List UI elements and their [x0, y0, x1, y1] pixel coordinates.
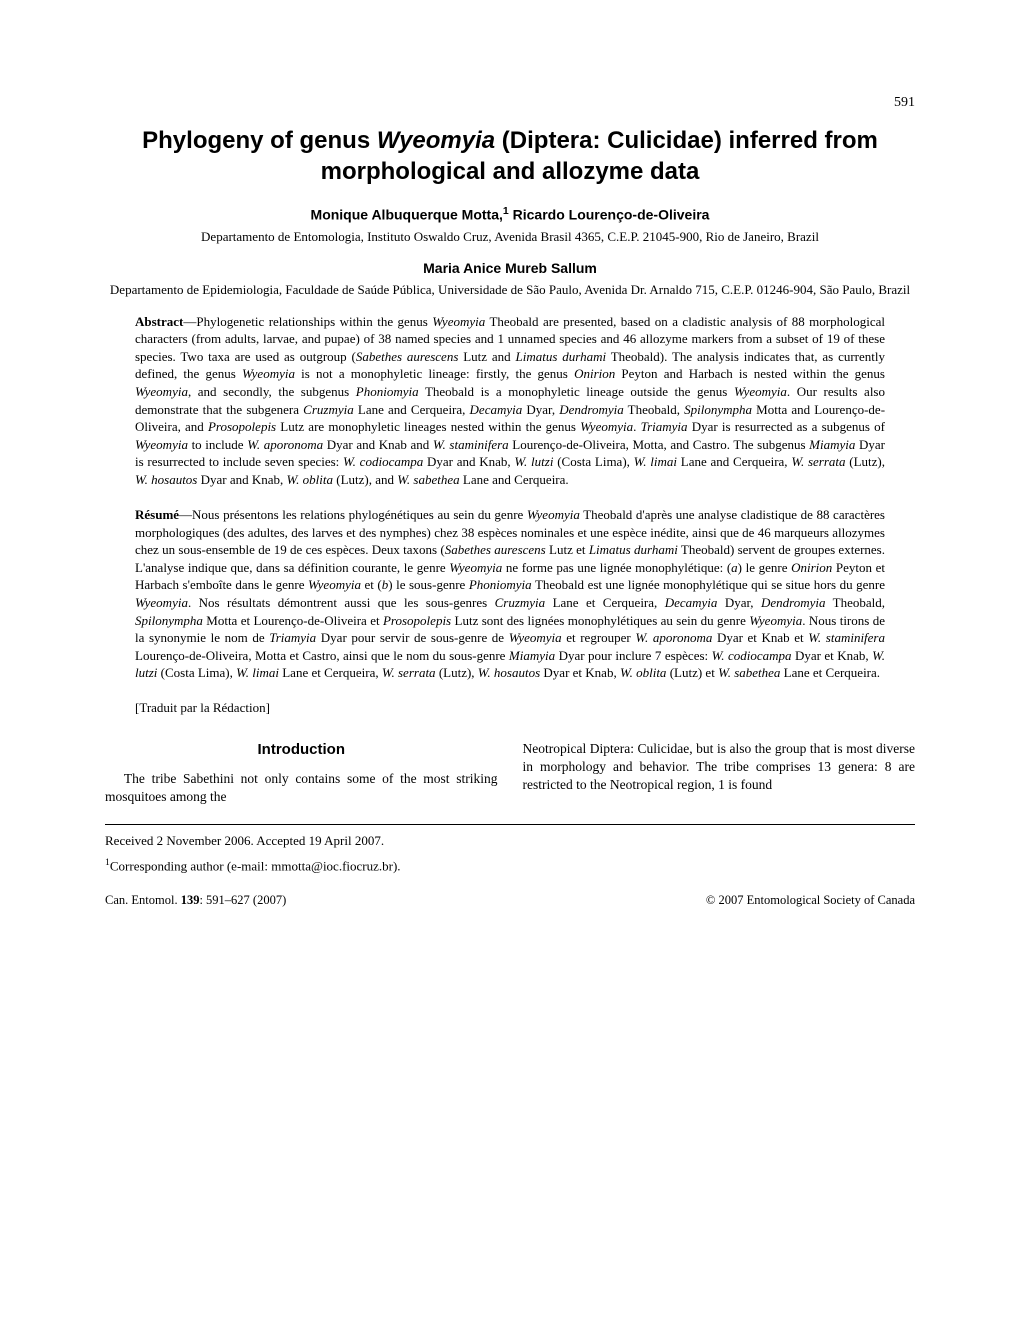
- translation-note: [Traduit par la Rédaction]: [135, 700, 885, 716]
- abstract-french: Résumé—Nous présentons les relations phy…: [135, 506, 885, 681]
- resume-text: —Nous présentons les relations phylogéné…: [135, 507, 885, 680]
- intro-column-left: Introduction The tribe Sabethini not onl…: [105, 740, 498, 807]
- received-dates: Received 2 November 2006. Accepted 19 Ap…: [105, 833, 915, 849]
- introduction-heading: Introduction: [105, 740, 498, 760]
- abstract-text: —Phylogenetic relationships within the g…: [135, 314, 885, 487]
- authors-block-1: Monique Albuquerque Motta,1 Ricardo Lour…: [105, 205, 915, 223]
- page-number: 591: [894, 95, 915, 111]
- article-title: Phylogeny of genus Wyeomyia (Diptera: Cu…: [105, 125, 915, 187]
- abstract-label: Abstract: [135, 314, 183, 329]
- authors-block-2: Maria Anice Mureb Sallum: [105, 260, 915, 276]
- intro-text-left: The tribe Sabethini not only contains so…: [105, 770, 498, 806]
- resume-label: Résumé: [135, 507, 179, 522]
- footer-rule: [105, 824, 915, 825]
- journal-citation: Can. Entomol. 139: 591–627 (2007): [105, 893, 286, 908]
- affiliation-1: Departamento de Entomologia, Instituto O…: [105, 229, 915, 246]
- intro-column-right: Neotropical Diptera: Culicidae, but is a…: [523, 740, 916, 807]
- corresponding-author: 1Corresponding author (e-mail: mmotta@io…: [105, 857, 915, 874]
- abstract-english: Abstract—Phylogenetic relationships with…: [135, 313, 885, 488]
- introduction-section: Introduction The tribe Sabethini not onl…: [105, 740, 915, 807]
- copyright-notice: © 2007 Entomological Society of Canada: [706, 893, 915, 908]
- affiliation-2: Departamento de Epidemiologia, Faculdade…: [105, 282, 915, 299]
- journal-footer: Can. Entomol. 139: 591–627 (2007) © 2007…: [105, 893, 915, 908]
- intro-text-right: Neotropical Diptera: Culicidae, but is a…: [523, 740, 916, 795]
